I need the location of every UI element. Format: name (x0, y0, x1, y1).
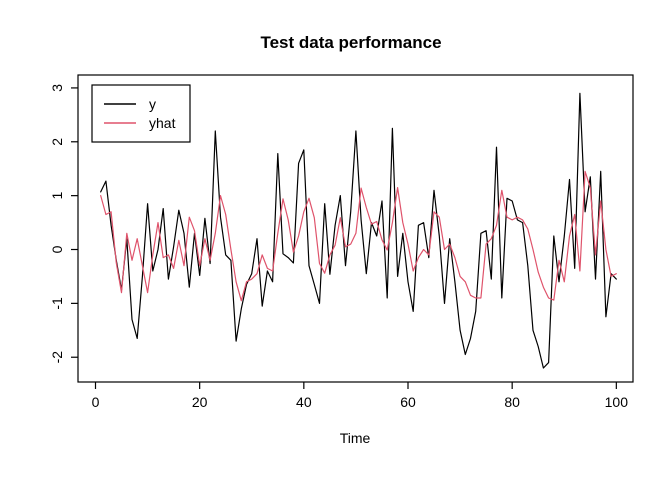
x-tick-label: 100 (605, 394, 629, 410)
chart-title: Test data performance (260, 33, 441, 52)
x-tick-label: 0 (92, 394, 100, 410)
y-tick-label: 0 (49, 245, 65, 253)
x-axis-label: Time (340, 430, 371, 446)
plot-box (77, 74, 634, 383)
y-axis: -2 -1 0 1 2 3 (49, 84, 78, 364)
legend-label-y: y (149, 96, 156, 112)
legend-box (91, 84, 191, 143)
y-tick-label: -2 (49, 351, 65, 364)
x-tick-label: 20 (192, 394, 208, 410)
y-tick-label: 3 (49, 84, 65, 92)
y-series-line (100, 92, 617, 369)
y-tick-label: -1 (49, 297, 65, 310)
x-axis: 0 20 40 60 80 100 (92, 382, 629, 410)
y-tick-label: 2 (49, 138, 65, 146)
legend-label-yhat: yhat (149, 115, 176, 131)
yhat-series-line (100, 170, 617, 302)
legend: y yhat (91, 84, 191, 143)
x-tick-label: 80 (504, 394, 520, 410)
x-tick-label: 60 (400, 394, 416, 410)
x-tick-label: 40 (296, 394, 312, 410)
y-tick-label: 1 (49, 191, 65, 199)
